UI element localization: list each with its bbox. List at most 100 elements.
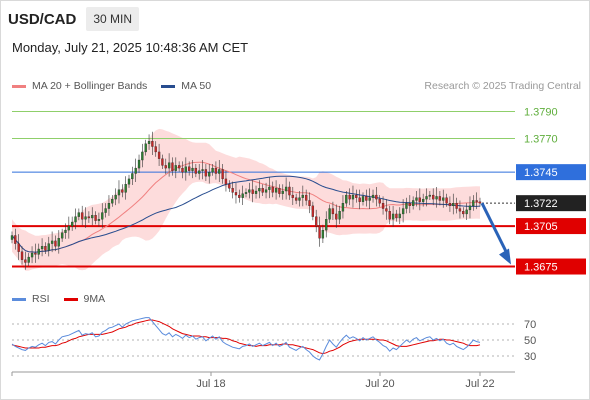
candle-body [248, 189, 251, 193]
candle-body [171, 162, 174, 171]
candle-body [391, 213, 395, 220]
rsi-line [11, 317, 481, 361]
candle-body [308, 200, 311, 207]
candle-body [141, 151, 144, 161]
candle-body [258, 188, 261, 192]
candle-body [432, 194, 435, 200]
candle-body [87, 216, 91, 219]
candle-body [208, 171, 211, 177]
rsi-label: RSI [32, 293, 50, 305]
candle-body [321, 229, 325, 239]
candle-body [44, 246, 47, 251]
candle-body [191, 167, 194, 171]
candle-body [241, 193, 244, 198]
candle-body [408, 203, 411, 207]
candle-body [251, 189, 254, 194]
bollinger-band-layer [12, 128, 480, 271]
legend-ma20: MA 20 + Bollinger Bands [12, 80, 147, 92]
candle-body [398, 213, 401, 219]
ma50-line [11, 175, 481, 253]
candle-body [328, 208, 331, 220]
candle-body [438, 196, 442, 201]
candle-body [211, 167, 214, 173]
price-label-resistance_1: 1.3770 [524, 133, 558, 145]
candle-body [405, 203, 408, 209]
forecast-arrow-layer [480, 202, 511, 265]
candle-body [94, 215, 97, 221]
candle-body [468, 205, 472, 211]
candle-body [177, 165, 181, 169]
candle-body [81, 212, 84, 220]
candle-body [435, 196, 438, 200]
candle-body [218, 169, 221, 174]
candle-body [201, 169, 204, 171]
candle-body [341, 203, 345, 212]
rsi-legend: RSI 9MA [12, 293, 119, 305]
candle-body [274, 188, 278, 193]
candle-body [331, 208, 335, 215]
candle-body [107, 203, 111, 209]
timeframe-badge[interactable]: 30 MIN [86, 7, 140, 31]
candle-body [50, 240, 54, 244]
candle-body [385, 208, 388, 212]
candle-body [375, 194, 378, 200]
candle-body [311, 205, 315, 217]
forecast-arrow-head [499, 248, 511, 265]
candle-body [231, 188, 234, 193]
candle-body [188, 166, 191, 171]
candle-body [147, 140, 151, 144]
candle-body [281, 190, 284, 194]
candle-body [381, 203, 385, 209]
candle-body [84, 216, 87, 220]
candle-body [124, 184, 127, 193]
candle-body [224, 178, 228, 185]
candle-body [288, 186, 291, 196]
candle-body [157, 151, 161, 159]
chart-datetime: Monday, July 21, 2025 10:48:36 AM CET [12, 40, 249, 55]
candle-body [338, 211, 341, 220]
candle-body [358, 197, 361, 202]
price-label-bg-support_2 [516, 258, 586, 275]
candle-body [27, 256, 30, 263]
candle-body [298, 197, 301, 201]
price-levels-layer [12, 110, 515, 268]
candle-body [264, 189, 268, 193]
rsi-ma-swatch [63, 297, 78, 301]
candle-body [458, 208, 462, 212]
price-labels-layer: 1.3790 1.3770 1.3745 1.3722 1.3705 1.3675 [516, 106, 586, 275]
time-tick-label: Jul 22 [465, 378, 494, 390]
candle-body [345, 194, 348, 204]
rsi-panel: 70 50 30 [11, 317, 536, 363]
candle-body [261, 188, 264, 193]
candle-body [74, 216, 77, 223]
candle-body [244, 192, 248, 194]
forecast-arrow-shaft [480, 202, 510, 257]
candle-body [184, 166, 187, 173]
candle-body [254, 190, 258, 194]
candle-body [411, 200, 415, 207]
candle-body [268, 186, 271, 190]
candle-body [238, 194, 241, 198]
candle-body [301, 194, 304, 198]
candle-body [318, 225, 321, 239]
candle-body [291, 194, 294, 198]
candle-body [378, 198, 381, 204]
candle-body [472, 200, 475, 207]
candle-body [325, 219, 328, 231]
candle-body [198, 170, 201, 174]
candle-body [425, 196, 428, 200]
candle-body [114, 194, 117, 200]
candle-body [271, 186, 274, 193]
ma50-swatch [161, 84, 176, 88]
candle-body [10, 235, 14, 240]
copyright-text: Research © 2025 Trading Central [424, 80, 581, 92]
legend-rsi-ma: 9MA [63, 293, 105, 305]
candle-body [20, 251, 24, 260]
candle-body [174, 165, 177, 171]
candle-body [161, 158, 164, 166]
candle-body [121, 189, 124, 193]
candle-body [67, 225, 70, 231]
candle-body [97, 219, 101, 221]
candle-body [445, 197, 448, 204]
candle-body [17, 243, 20, 252]
